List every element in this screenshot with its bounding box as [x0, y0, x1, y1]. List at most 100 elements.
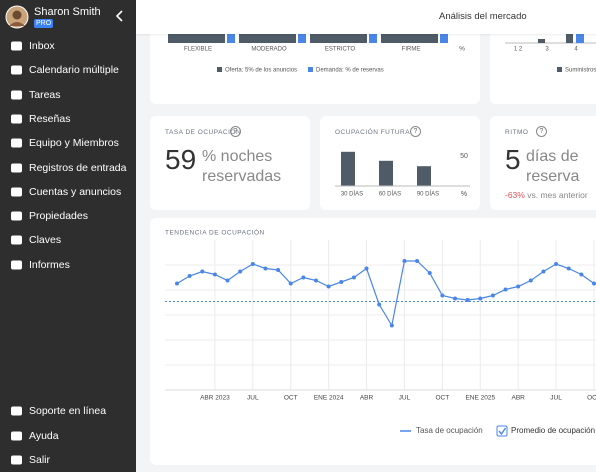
data-point [377, 302, 382, 307]
menu-icon [11, 455, 22, 465]
menu-item[interactable]: Soporte en línea [10, 403, 106, 419]
data-point [427, 271, 432, 275]
trend-card [150, 218, 596, 465]
data-point [200, 269, 205, 274]
help-icon[interactable]: ? [230, 126, 241, 137]
card-title: TASA DE OCUPACIÓN [165, 129, 242, 136]
chart-title: TENDENCIA DE OCUPACIÓN [165, 228, 265, 237]
data-point [541, 269, 546, 274]
x-tick-label: ENE 2025 [465, 395, 495, 402]
data-point [415, 259, 420, 263]
help-icon[interactable]: ? [410, 126, 421, 137]
supply-bar [168, 34, 225, 43]
page-title: Análisis del mercado [439, 11, 527, 22]
menu-item[interactable]: Equipo y Miembros [10, 135, 119, 151]
legend-swatch [217, 67, 222, 72]
data-point [301, 275, 306, 280]
menu-label: Cuentas y anuncios [29, 185, 122, 198]
data-point [528, 278, 533, 283]
menu-item[interactable]: Informes [10, 257, 70, 273]
menu-item[interactable]: Calendario múltiple [10, 62, 119, 78]
bar [341, 151, 355, 186]
x-tick-label: ABR [360, 395, 374, 402]
demand-bar [440, 34, 448, 43]
data-point [351, 275, 356, 280]
avatar[interactable] [5, 5, 29, 29]
menu-icon [11, 260, 22, 270]
data-point [250, 262, 255, 266]
data-point [238, 269, 243, 274]
legend-swatch [308, 67, 313, 72]
data-point [225, 278, 230, 283]
menu-label: Reseñas [29, 112, 71, 125]
change-value: -63% [505, 190, 525, 200]
menu-icon [11, 90, 22, 100]
change-text: vs. mes anterior [527, 190, 588, 200]
x-tick-label: ENE 2024 [314, 395, 344, 402]
menu-item[interactable]: Registros de entrada [10, 160, 126, 176]
demand-bar [576, 34, 584, 43]
data-point [503, 287, 508, 292]
data-point [402, 259, 407, 263]
legend-label: Oferta: 5% de los anuncios [225, 68, 297, 74]
menu-item[interactable]: Inbox [10, 38, 55, 54]
data-point [314, 278, 318, 283]
data-point [339, 280, 344, 284]
bar [417, 166, 431, 186]
card-title: OCUPACIÓN FUTURA [335, 129, 411, 136]
axis-unit: % [461, 191, 467, 198]
help-icon[interactable]: ? [536, 126, 547, 137]
menu-item[interactable]: Salir [10, 452, 50, 468]
legend-swatch [557, 67, 562, 72]
data-point [263, 266, 268, 271]
series-line [176, 260, 595, 328]
data-point [516, 284, 521, 289]
menu-icon [11, 431, 22, 440]
occupancy-card: TASA DE OCUPACIÓN ? 59 % noches reservad… [150, 116, 310, 210]
menu-icon [11, 138, 22, 148]
demand-bar [298, 34, 306, 43]
menu-item[interactable]: Propiedades [10, 208, 88, 224]
menu-item[interactable]: Ayuda [10, 428, 59, 444]
menu-label: Informes [29, 258, 70, 271]
data-point [212, 272, 217, 277]
menu-label: Propiedades [29, 210, 88, 223]
menu-icon [11, 163, 22, 172]
x-tick-label: OCT [587, 395, 596, 402]
menu-label: Ayuda [29, 429, 59, 442]
x-tick-label: 60 DÍAS [379, 191, 401, 198]
menu-icon [11, 41, 22, 51]
menu-label: Calendario múltiple [29, 64, 119, 77]
x-tick-label: ABR 2023 [200, 395, 230, 402]
data-point [554, 262, 559, 266]
data-point [276, 268, 281, 272]
data-point [389, 323, 394, 328]
x-tick-label: JUL [550, 395, 562, 402]
x-tick-label: ABR [511, 395, 525, 402]
axis-unit: % [459, 46, 465, 53]
data-point [478, 296, 483, 301]
menu-item[interactable]: Tareas [10, 87, 61, 103]
data-point [364, 266, 369, 271]
collapse-button[interactable] [115, 10, 125, 22]
sidebar: Sharon Smith PRO Inbox Calendario múltipl… [0, 0, 136, 472]
data-point [440, 293, 445, 298]
menu-icon [11, 406, 22, 416]
x-tick-label: MODERADO [251, 47, 287, 53]
data-point [490, 293, 495, 298]
checkmark [498, 427, 507, 436]
bar [379, 160, 393, 186]
menu-icon [11, 235, 22, 245]
data-point [579, 272, 584, 277]
x-tick-label: 1 2 [514, 47, 523, 53]
menu-item[interactable]: Cuentas y anuncios [10, 184, 121, 200]
supply-bar [381, 34, 438, 43]
data-point [453, 296, 457, 301]
x-tick-label: OCT [284, 395, 298, 402]
menu-item[interactable]: Reseñas [10, 111, 70, 127]
data-point [326, 284, 331, 289]
menu-item[interactable]: Claves [10, 232, 61, 248]
y-tick-label: 50 [460, 153, 468, 160]
menu-label: Salir [29, 454, 51, 466]
